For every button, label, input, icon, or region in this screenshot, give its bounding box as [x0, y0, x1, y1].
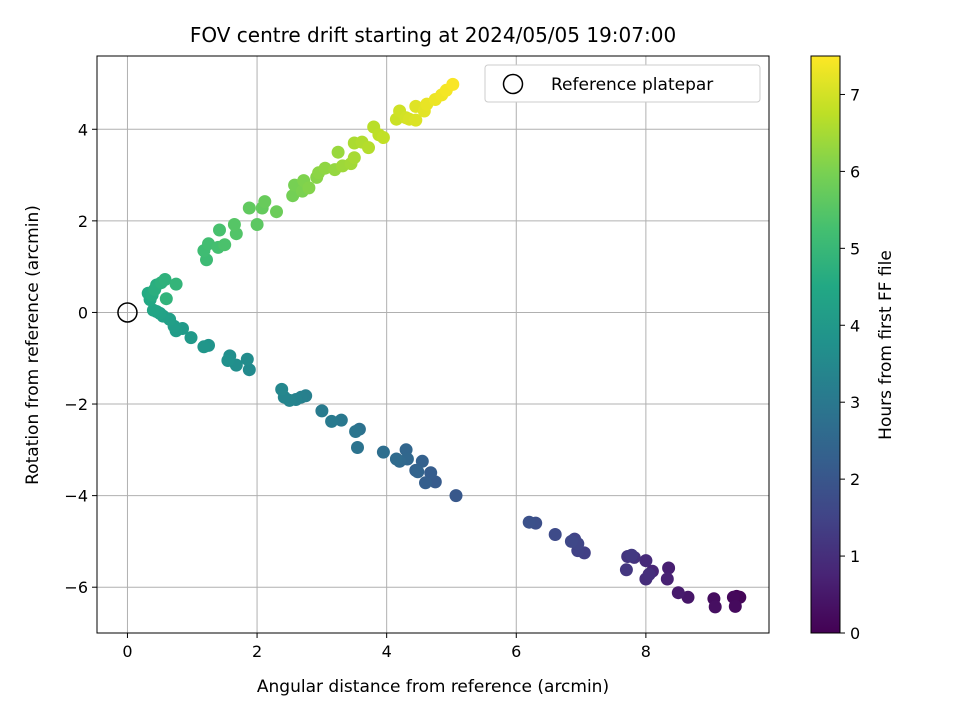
data-point — [250, 218, 264, 231]
data-point — [625, 548, 639, 562]
data-point — [184, 331, 198, 345]
axis-ticks: 0 2 4 6 8 −6 −4 −2 0 2 4 — [64, 120, 651, 661]
x-tick-label: 6 — [511, 642, 521, 661]
data-point — [728, 599, 742, 613]
data-point — [449, 489, 463, 503]
chart-title: FOV centre drift starting at 2024/05/05 … — [190, 23, 676, 47]
colorbar-tick-label: 0 — [850, 624, 860, 643]
data-point — [349, 425, 363, 438]
y-tick-label: −6 — [64, 578, 88, 597]
data-point — [218, 238, 232, 252]
data-point — [146, 303, 160, 317]
data-point — [334, 413, 348, 427]
legend-entry-reference-platepar: Reference platepar — [551, 75, 713, 95]
colorbar-tick-label: 2 — [850, 470, 860, 489]
x-axis-label: Angular distance from reference (arcmin) — [257, 677, 609, 697]
colorbar-tick-label: 4 — [850, 316, 860, 335]
data-point — [671, 586, 685, 600]
data-point — [213, 223, 226, 237]
reference-point-marker — [117, 302, 138, 323]
data-point — [331, 145, 345, 159]
y-axis-label: Rotation from reference (arcmin) — [23, 205, 43, 485]
colorbar-gradient — [810, 55, 841, 634]
colorbar-tick-label: 6 — [850, 162, 860, 181]
x-tick-label: 8 — [641, 642, 651, 661]
data-point — [351, 441, 364, 454]
data-point — [564, 534, 578, 548]
data-point — [169, 277, 183, 291]
colorbar-tick-label: 7 — [850, 85, 860, 104]
data-point — [302, 181, 316, 195]
x-tick-label: 4 — [382, 642, 392, 661]
colorbar-tick-label: 3 — [850, 393, 860, 412]
data-point — [159, 292, 173, 306]
data-point — [221, 354, 235, 367]
data-point — [662, 561, 676, 575]
legend: Reference platepar — [484, 64, 761, 103]
plot-frame — [96, 55, 770, 634]
y-tick-label: 4 — [78, 120, 88, 139]
colorbar-label: Hours from first FF file — [876, 250, 896, 440]
data-point — [362, 141, 375, 155]
data-point — [708, 600, 722, 614]
data-point — [270, 205, 283, 219]
data-point — [619, 563, 633, 577]
data-point — [227, 218, 241, 231]
data-point — [522, 515, 536, 529]
data-point — [318, 161, 332, 175]
data-point — [376, 131, 390, 144]
y-tick-label: 2 — [78, 212, 88, 231]
data-point — [389, 452, 403, 466]
data-point — [242, 363, 256, 377]
data-point — [240, 352, 254, 366]
data-point — [376, 445, 390, 459]
data-point — [409, 113, 423, 127]
data-point — [548, 528, 562, 541]
colorbar-ticks: 0 1 2 3 4 5 6 7 — [840, 85, 860, 643]
data-point — [660, 572, 674, 586]
data-point — [258, 195, 272, 209]
data-point — [158, 273, 172, 286]
y-tick-label: −4 — [64, 487, 88, 506]
data-point — [415, 454, 429, 468]
x-tick-label: 2 — [252, 642, 262, 661]
data-point — [242, 201, 256, 215]
x-tick-label: 0 — [122, 642, 132, 661]
data-point — [446, 77, 460, 91]
data-point — [642, 567, 656, 581]
data-point — [411, 465, 425, 479]
y-tick-label: 0 — [78, 303, 88, 322]
data-point — [286, 189, 300, 203]
data-point — [681, 590, 695, 604]
data-point — [325, 414, 339, 428]
data-point — [197, 340, 211, 354]
legend-box — [484, 64, 761, 103]
plot-area — [97, 56, 769, 633]
grid — [97, 56, 769, 633]
data-point — [315, 404, 329, 418]
data-point — [347, 151, 361, 165]
colorbar: 0 1 2 3 4 5 6 7 Hours from first FF file — [810, 55, 896, 643]
y-tick-label: −2 — [64, 395, 88, 414]
data-point — [419, 476, 432, 490]
colorbar-tick-label: 5 — [850, 239, 860, 258]
data-point — [424, 466, 438, 480]
data-point — [275, 382, 289, 396]
legend-marker — [502, 73, 524, 95]
scatter-points — [141, 77, 747, 614]
colorbar-tick-label: 1 — [850, 547, 860, 566]
data-point — [639, 554, 653, 568]
